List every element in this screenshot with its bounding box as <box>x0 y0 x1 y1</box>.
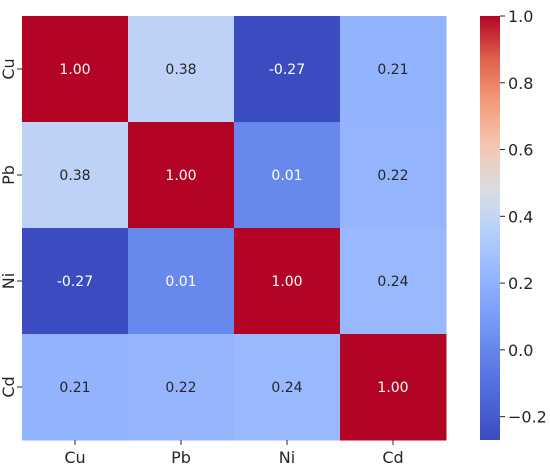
heatmap-cell <box>128 16 235 123</box>
y-tick-label: Pb <box>0 165 18 185</box>
colorbar-tick-label: −0.2 <box>508 408 547 427</box>
cell-value-label: 0.38 <box>59 168 90 184</box>
cell-value-label: 1.00 <box>165 168 196 184</box>
cell-value-label: -0.27 <box>269 62 305 78</box>
cell-value-label: 0.24 <box>271 380 302 396</box>
x-axis: Cu Pb Ni Cd <box>64 440 404 466</box>
heatmap-cell <box>234 334 341 441</box>
cell-value-label: 0.38 <box>165 62 196 78</box>
colorbar: 1.0 0.8 0.6 0.4 0.2 0.0 −0.2 <box>480 7 547 440</box>
heatmap-cell <box>234 16 341 123</box>
y-axis: Cu Pb Ni Cd <box>0 58 22 398</box>
y-tick-label: Cd <box>0 376 18 397</box>
cell-value-label: 1.00 <box>59 62 90 78</box>
heatmap-cell <box>22 122 129 229</box>
cell-value-label: 1.00 <box>271 274 302 290</box>
cell-value-label: 1.00 <box>377 380 408 396</box>
heatmap-cell <box>22 334 129 441</box>
x-tick-label: Cu <box>64 448 85 466</box>
heatmap-cell <box>340 16 447 123</box>
heatmap-cell <box>128 228 235 335</box>
colorbar-tick-label: 0.0 <box>508 341 533 360</box>
cell-value-label: 0.24 <box>377 274 408 290</box>
colorbar-tick-label: 0.8 <box>508 74 533 93</box>
cell-value-label: 0.21 <box>377 62 408 78</box>
colorbar-gradient <box>480 16 500 440</box>
cell-value-label: 0.21 <box>59 380 90 396</box>
heatmap-cell <box>22 228 129 335</box>
heatmap-cell <box>340 228 447 335</box>
heatmap-cell <box>234 228 341 335</box>
colorbar-tick-label: 0.2 <box>508 274 533 293</box>
cell-value-label: -0.27 <box>57 274 93 290</box>
cell-value-label: 0.22 <box>377 168 408 184</box>
x-tick-label: Cd <box>382 448 403 466</box>
heatmap-cell <box>22 16 129 123</box>
cell-value-label: 0.22 <box>165 380 196 396</box>
heatmap-cell <box>340 334 447 441</box>
y-tick-label: Ni <box>0 273 18 289</box>
x-tick-label: Pb <box>171 448 191 466</box>
colorbar-tick-label: 1.0 <box>508 7 533 26</box>
y-tick-label: Cu <box>0 58 18 79</box>
heatmap-cell <box>128 334 235 441</box>
x-tick-label: Ni <box>279 448 295 466</box>
cell-value-label: 0.01 <box>271 168 302 184</box>
heatmap-cells: 1.00 0.38 -0.27 0.21 0.38 1.00 0.01 0.22 -0.27 0.… <box>22 16 447 441</box>
colorbar-tick-label: 0.4 <box>508 207 533 226</box>
heatmap-cell <box>234 122 341 229</box>
cell-value-label: 0.01 <box>165 274 196 290</box>
heatmap-cell <box>340 122 447 229</box>
colorbar-tick-label: 0.6 <box>508 141 533 160</box>
heatmap-cell <box>128 122 235 229</box>
